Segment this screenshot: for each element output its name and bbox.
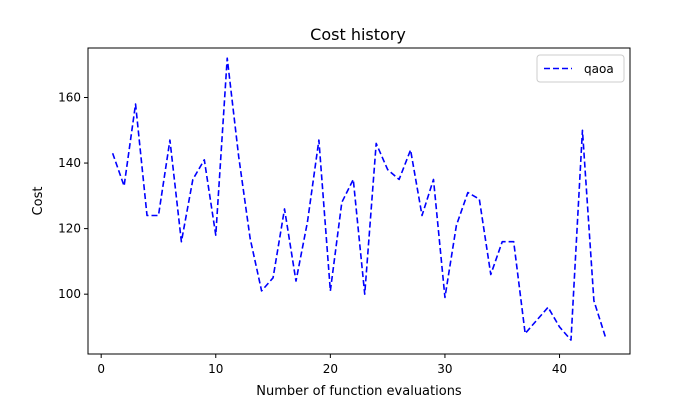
plot-area <box>111 57 607 341</box>
axes-frame <box>87 47 631 355</box>
x-tick-label: 30 <box>437 362 452 376</box>
x-tick-label: 0 <box>97 362 105 376</box>
y-tick-label: 140 <box>58 156 81 170</box>
y-tick-label: 100 <box>58 287 81 301</box>
y-axis-label: Cost <box>31 187 46 216</box>
legend-box <box>536 54 625 83</box>
x-axis-label: Number of function evaluations <box>256 384 462 399</box>
x-tick-label: 40 <box>552 362 567 376</box>
x-tick-label: 20 <box>323 362 338 376</box>
series-line-qaoa <box>111 57 607 341</box>
chart-title: Cost history <box>310 25 406 44</box>
x-axis: 0 10 20 30 40 <box>97 354 567 376</box>
x-tick-label: 10 <box>208 362 223 376</box>
y-axis: 100 120 140 160 <box>58 90 88 301</box>
y-tick-label: 120 <box>58 222 81 236</box>
legend-label-qaoa: qaoa <box>584 62 614 76</box>
y-tick-label: 160 <box>58 90 81 104</box>
legend: qaoa <box>536 54 625 83</box>
